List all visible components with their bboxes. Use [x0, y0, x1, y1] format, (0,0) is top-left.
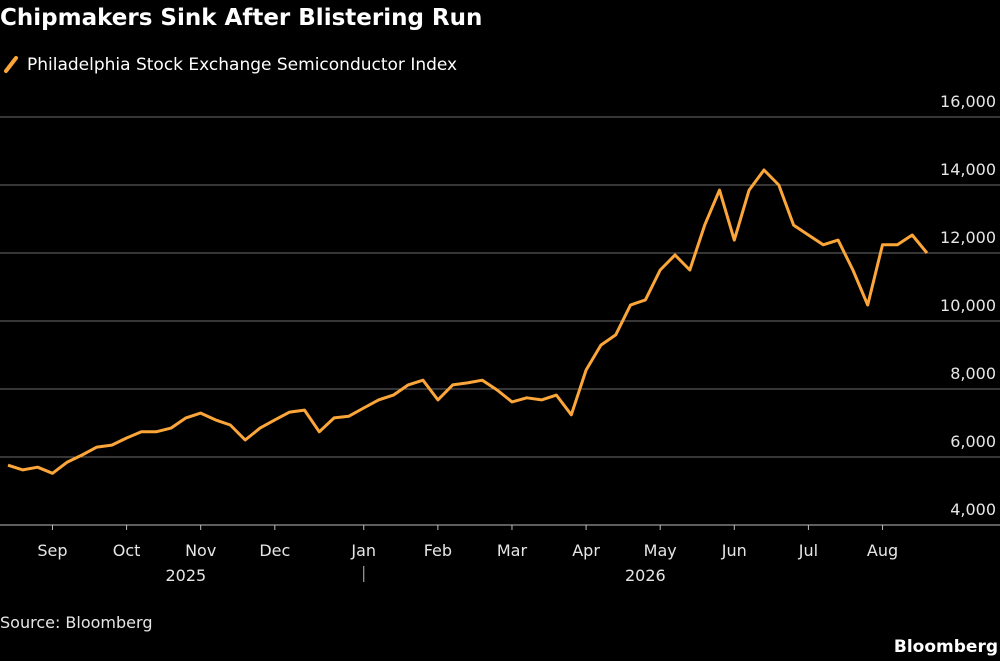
- y-tick-label: 12,000: [940, 228, 996, 247]
- y-tick-label: 6,000: [950, 432, 996, 451]
- x-tick-label: Aug: [867, 541, 898, 560]
- x-tick-label: Nov: [185, 541, 216, 560]
- y-tick-label: 16,000: [940, 92, 996, 111]
- series-line: [7, 168, 929, 475]
- y-tick-label: 10,000: [940, 296, 996, 315]
- x-tick-label: Apr: [572, 541, 600, 560]
- x-tick-label: Dec: [259, 541, 290, 560]
- year-label: 2025: [166, 566, 207, 585]
- x-tick-label: Mar: [497, 541, 528, 560]
- x-tick-label: Sep: [37, 541, 67, 560]
- x-tick-label: Jul: [798, 541, 818, 560]
- legend-label: Philadelphia Stock Exchange Semiconducto…: [27, 55, 457, 75]
- x-tick-label: May: [644, 541, 677, 560]
- y-tick-label: 4,000: [950, 500, 996, 519]
- chart-title: Chipmakers Sink After Blistering Run: [0, 5, 482, 31]
- source: Source: Bloomberg: [0, 613, 152, 632]
- y-tick-label: 14,000: [940, 160, 996, 179]
- brand: Bloomberg: [894, 637, 998, 657]
- x-tick-label: Feb: [424, 541, 452, 560]
- x-tick-label: Oct: [113, 541, 141, 560]
- x-tick-label: Jan: [350, 541, 376, 560]
- legend-swatch: [4, 56, 18, 73]
- y-tick-label: 8,000: [950, 364, 996, 383]
- x-tick-label: Jun: [721, 541, 747, 560]
- year-label: 2026: [625, 566, 666, 585]
